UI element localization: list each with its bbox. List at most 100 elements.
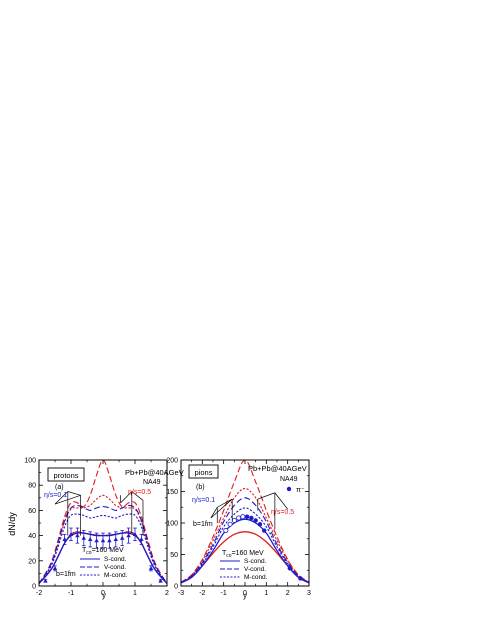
panel-a-series-blue-dash <box>38 504 168 584</box>
data-point-filled <box>262 528 267 533</box>
y-tick-label: 40 <box>28 533 36 540</box>
x-tick-label: -3 <box>178 590 184 597</box>
panel-b-tc-label: Tco=160 MeV <box>222 550 264 559</box>
x-tick-label: -1 <box>68 590 74 597</box>
data-point <box>139 536 144 541</box>
y-tick-label: 80 <box>28 483 36 490</box>
data-point <box>120 535 125 540</box>
guide-line <box>257 492 275 500</box>
data-point <box>100 538 106 543</box>
data-point-open <box>223 528 229 534</box>
data-point <box>62 536 67 541</box>
data-point-open <box>236 515 242 521</box>
legend-a-shortdash-label: M-cond. <box>104 572 128 579</box>
data-point-filled <box>257 522 263 527</box>
y-axis-title: dN/dy <box>7 512 17 536</box>
y-tick-label: 0 <box>32 584 36 591</box>
y-tick-label: 0 <box>174 584 178 591</box>
data-point <box>75 533 80 538</box>
legend-a-dash-label: V-cond. <box>104 564 126 571</box>
data-point <box>81 535 86 540</box>
data-point <box>132 531 138 536</box>
panel-b-title-box <box>188 464 219 479</box>
x-tick-label: 0 <box>101 590 105 597</box>
data-point-open <box>231 517 237 523</box>
panel-b-ticks: -3 -2 -1 0 1 2 3 0 50 100 150 200 <box>166 458 311 598</box>
panel-a-title-box <box>47 467 85 482</box>
guide-line <box>54 491 69 505</box>
x-tick-label: 1 <box>133 590 137 597</box>
x-tick-label: 2 <box>286 590 290 597</box>
panel-a-series-red-shortdash <box>38 494 168 584</box>
panel-b-data-points <box>223 514 303 581</box>
panel-a-x-title: y <box>102 591 106 600</box>
panel-b-impact: b=1fm <box>193 521 213 528</box>
panel-a-eta-high: η/s=0.5 <box>128 489 151 496</box>
data-point-open <box>227 521 233 527</box>
guide-line <box>210 507 218 519</box>
panel-b-series-red-shortdash <box>180 487 310 583</box>
panel-b-eta-low: η/s=0.1 <box>192 497 215 504</box>
data-point-filled <box>287 566 292 571</box>
legend-b-solid-label: S-cond. <box>244 558 267 565</box>
guide-line <box>274 492 288 510</box>
y-tick-label: 50 <box>170 552 178 559</box>
data-point <box>107 538 112 543</box>
data-point-filled <box>298 576 303 581</box>
y-tick-label: 150 <box>166 489 178 496</box>
panel-b-x-title: y <box>243 591 247 600</box>
data-point <box>148 565 154 570</box>
x-tick-label: -2 <box>36 590 42 597</box>
y-tick-label: 20 <box>28 558 36 565</box>
data-point <box>126 533 131 538</box>
panel-b-series-blue-shortdash <box>180 507 310 584</box>
panel-a-data-points <box>43 527 163 583</box>
panel-a-tc-label: Tco=160 MeV <box>82 547 124 556</box>
panel-b-system: Pb+Pb@40AGeV <box>248 464 307 473</box>
x-tick-label: 3 <box>307 590 311 597</box>
panel-b-series-blue-dash <box>180 497 310 583</box>
data-point <box>158 578 163 583</box>
panel-a-experiment: NA49 <box>143 479 161 486</box>
guide-line <box>120 491 133 504</box>
data-point <box>113 536 118 541</box>
data-point-open <box>240 514 246 520</box>
data-point <box>43 578 48 583</box>
data-point-filled <box>249 515 254 521</box>
panel-b-experiment: NA49 <box>280 476 298 483</box>
x-tick-label: 2 <box>165 590 169 597</box>
panel-b-guide-lines <box>210 492 288 530</box>
x-tick-label: -1 <box>221 590 227 597</box>
x-tick-label: 1 <box>264 590 268 597</box>
panel-b-data-legend: π⁻ <box>296 487 305 494</box>
panel-b-data-legend-marker <box>286 486 292 492</box>
panel-a-system: Pb+Pb@40AGeV <box>125 468 184 477</box>
x-tick-label: 0 <box>243 590 247 597</box>
x-tick-label: -2 <box>199 590 205 597</box>
panel-b-label: (b) <box>196 484 205 491</box>
data-point <box>52 565 58 570</box>
panel-a-label: (a) <box>55 484 64 491</box>
y-tick-label: 60 <box>28 508 36 515</box>
panel-b-title: pions <box>195 468 213 477</box>
y-tick-label: 100 <box>166 521 178 528</box>
panel-a-title: protons <box>53 471 78 480</box>
guide-line <box>210 498 233 519</box>
panel-a-series-blue-shortdash <box>38 513 168 584</box>
y-tick-label: 100 <box>24 458 36 465</box>
guide-line <box>131 491 144 501</box>
y-tick-label: 200 <box>166 458 178 465</box>
data-point <box>94 538 99 543</box>
guide-line <box>67 491 81 496</box>
data-point-filled <box>253 518 258 523</box>
data-point <box>88 536 93 541</box>
data-point <box>68 531 74 536</box>
panel-a-eta-low: η/s=0.1 <box>44 492 67 499</box>
guide-line <box>217 498 233 508</box>
legend-b-shortdash-label: M-cond. <box>244 574 268 581</box>
data-point-filled <box>244 514 250 519</box>
panel-a-guide-lines <box>54 491 144 536</box>
